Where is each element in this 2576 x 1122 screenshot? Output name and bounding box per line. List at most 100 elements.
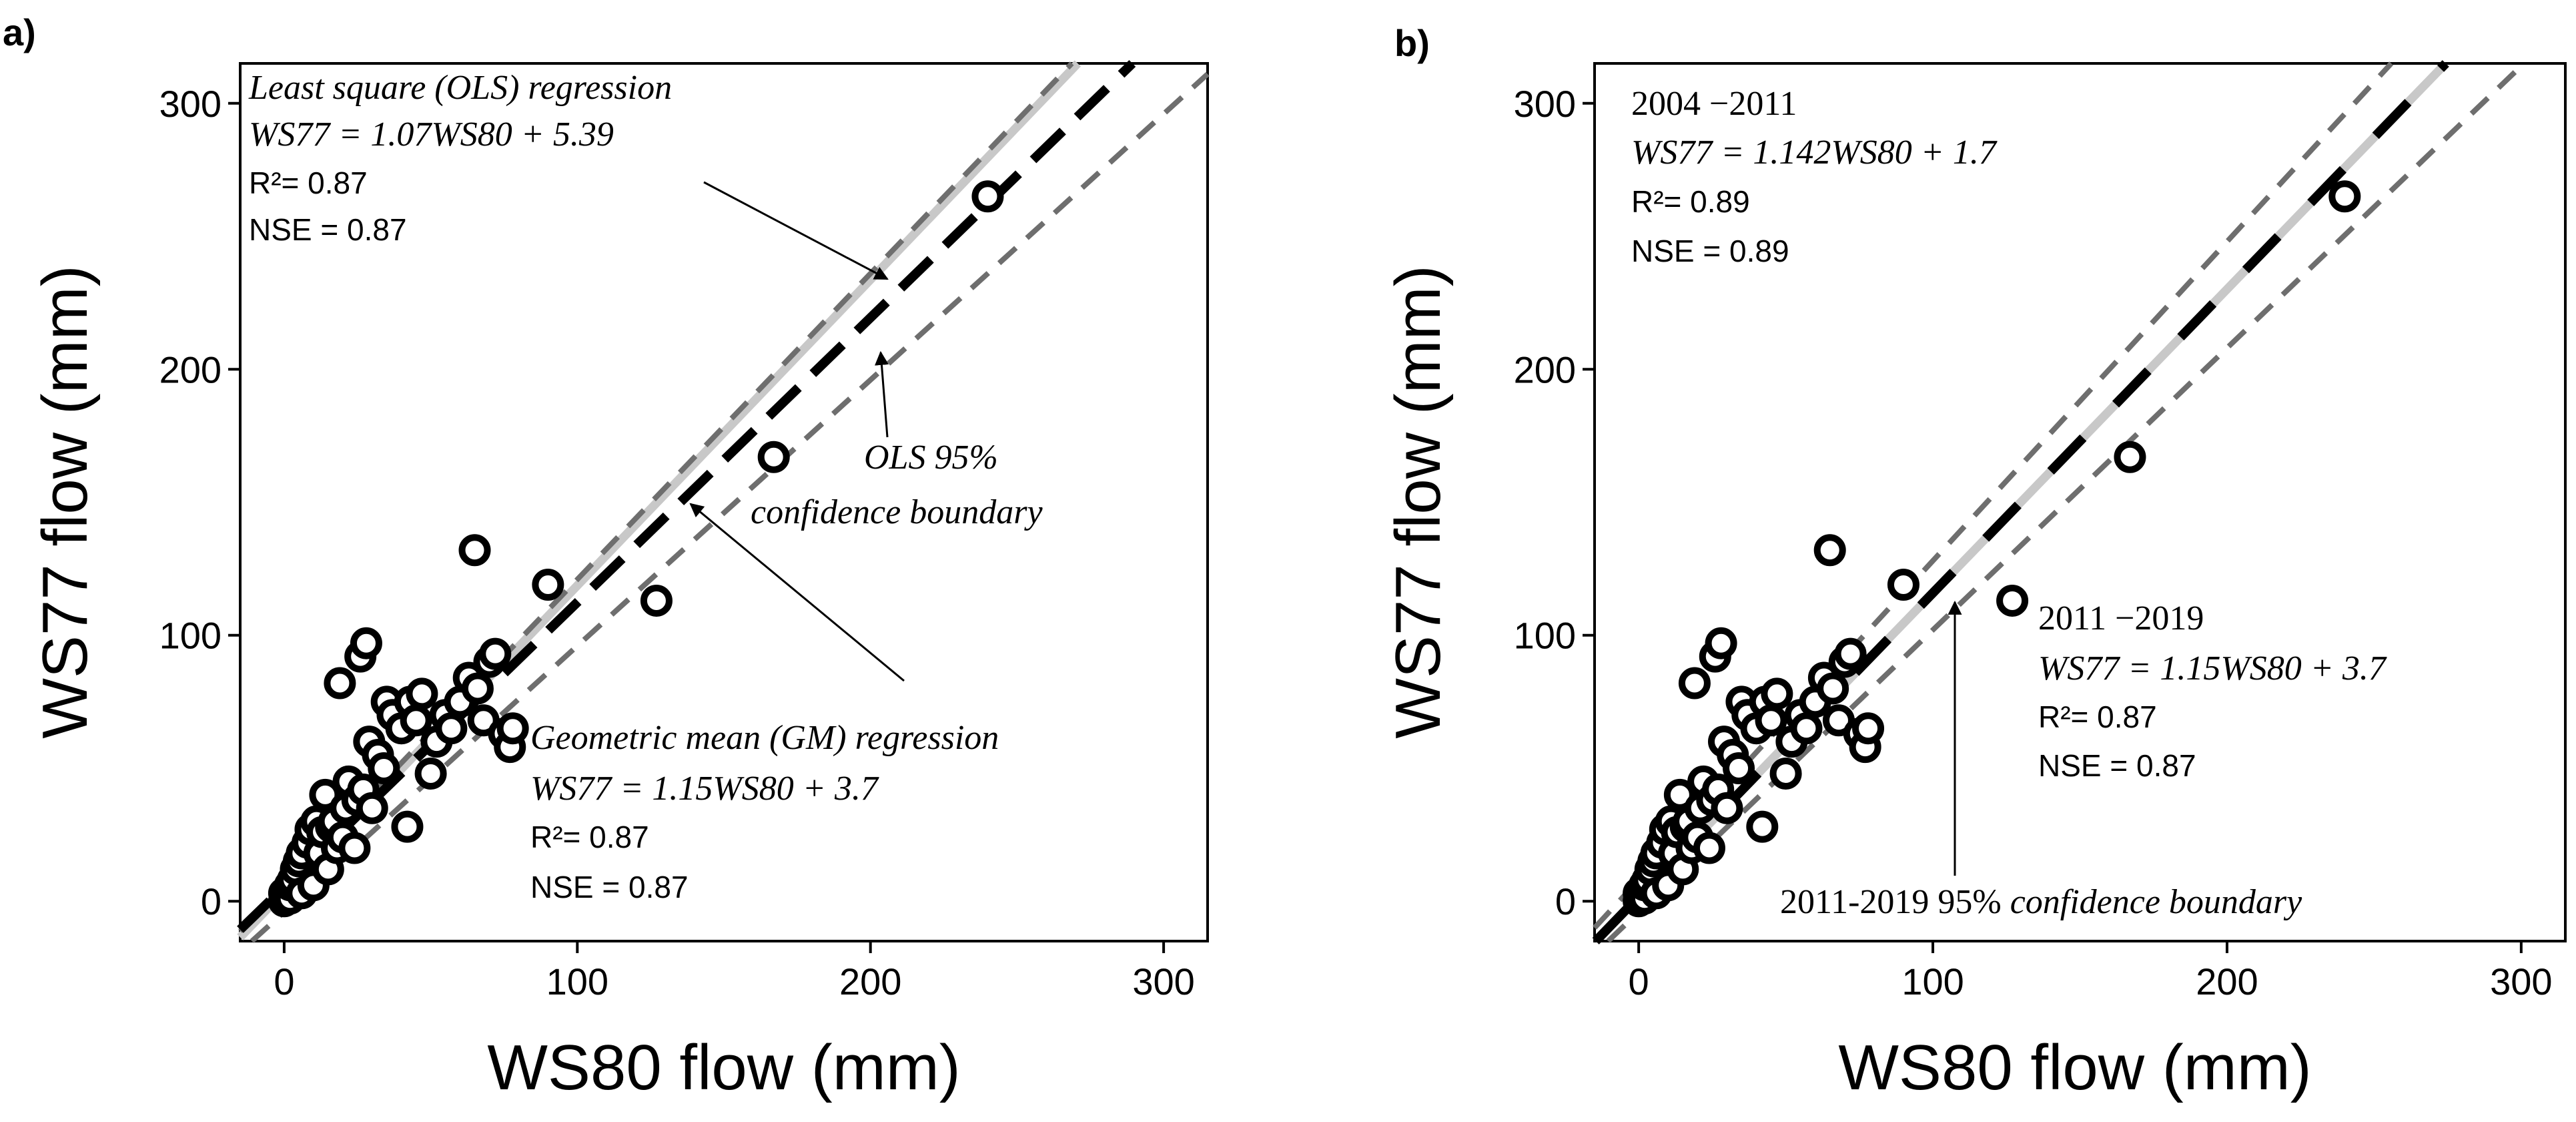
panel-a-ylabel: WS77 flow (mm) — [29, 265, 101, 738]
ci-label-b: confidence boundary — [2010, 883, 2302, 921]
b-data-point — [1887, 569, 1919, 601]
a-data-point — [324, 667, 356, 699]
a-ols-regression-line — [237, 59, 1136, 933]
gm-equation: WS77 = 1.15WS80 + 3.7 — [530, 770, 879, 808]
b-data-point — [1723, 752, 1755, 784]
b-data-point — [1705, 627, 1737, 659]
b-data-point — [1755, 704, 1787, 737]
a-data-point — [532, 569, 564, 601]
a-data-point — [971, 180, 1004, 213]
a-data-point — [414, 757, 447, 790]
panel-b-xlabel: WS80 flow (mm) — [1838, 1032, 2311, 1103]
b-xtick-label: 0 — [1629, 960, 1649, 1003]
period2-title: 2011 −2019 — [2038, 599, 2204, 637]
b-xtick-label: 100 — [1901, 960, 1964, 1003]
panel-b-frame — [1593, 62, 2567, 942]
b-data-point — [1746, 810, 1779, 843]
panel-a-points — [268, 180, 1004, 918]
gm-r2: R²= 0.87 — [530, 820, 649, 854]
b-xtick-label: 300 — [2490, 960, 2552, 1003]
b-ytick-label: 200 — [1514, 348, 1576, 390]
ci-label-a: 2011-2019 95% — [1780, 883, 2010, 921]
b-data-point — [1769, 757, 1802, 790]
panel-a: a) 0 100 200 300 0 100 200 300 WS77 flow (mm) W… — [3, 11, 1210, 1103]
a-data-point — [350, 627, 382, 659]
gm-title: Geometric mean (GM) regression — [530, 719, 999, 757]
panel-a-plot-area: 0 100 200 300 0 100 200 300 — [159, 59, 1210, 1003]
a-data-point — [479, 637, 512, 670]
period1-nse: NSE = 0.89 — [1631, 234, 1789, 268]
period2-r2: R²= 0.87 — [2038, 699, 2157, 734]
gm-arrow — [689, 503, 905, 682]
a-xtick-label: 200 — [839, 960, 901, 1003]
b-ytick-label: 0 — [1555, 880, 1576, 922]
panel-a-ols-annotation: Least square (OLS) regression WS77 = 1.0… — [248, 69, 672, 247]
ols-nse: NSE = 0.87 — [249, 212, 407, 247]
b-data-point — [1790, 712, 1823, 745]
ols-equation: WS77 = 1.07WS80 + 5.39 — [249, 115, 614, 154]
period2-nse: NSE = 0.87 — [2038, 748, 2196, 783]
panel-a-xlabel: WS80 flow (mm) — [487, 1032, 960, 1103]
a-xtick-label: 0 — [274, 960, 294, 1003]
ci-label-line2: confidence boundary — [751, 493, 1043, 531]
ols-r2: R²= 0.87 — [249, 166, 368, 200]
a-ols-95-confidence-boundary-lower-line — [250, 71, 1210, 943]
panel-a-frame — [239, 62, 1209, 942]
a-ytick-label: 0 — [201, 880, 222, 922]
b-ytick-label: 100 — [1514, 615, 1576, 657]
b-data-point — [2328, 180, 2361, 213]
a-data-point — [640, 584, 673, 617]
a-data-point — [356, 792, 388, 824]
b-data-point — [1711, 792, 1743, 824]
ci-arrow — [875, 350, 889, 438]
a-data-point — [338, 832, 371, 864]
ols-title: Least square (OLS) regression — [248, 69, 672, 107]
panel-b-label: b) — [1394, 22, 1430, 64]
a-data-point — [496, 712, 529, 745]
period1-equation: WS77 = 1.142WS80 + 1.7 — [1631, 133, 1998, 172]
panel-a-ticks: 0 100 200 300 0 100 200 300 — [159, 83, 1195, 1003]
b-2011-2019-95-confidence-boundary-lower-line — [1606, 61, 2526, 943]
period1-r2: R²= 0.89 — [1631, 184, 1750, 219]
a-xtick-label: 100 — [546, 960, 608, 1003]
panel-b-ci-label: 2011-2019 95% confidence boundary — [1780, 883, 2302, 921]
ols-arrow — [703, 181, 889, 280]
b-data-point — [2114, 441, 2146, 473]
b-data-point — [1996, 584, 2029, 617]
panel-b-period2-annotation: 2011 −2019 WS77 = 1.15WS80 + 3.7 R²= 0.8… — [2038, 599, 2387, 783]
panel-a-label: a) — [3, 11, 36, 53]
b-ytick-label: 300 — [1514, 83, 1576, 125]
b-data-point — [1678, 667, 1711, 699]
a-data-point — [391, 810, 424, 843]
a-data-point — [461, 672, 494, 705]
b-data-point — [1817, 672, 1849, 705]
panel-b-plot-area: 0 100 200 300 0 100 200 300 — [1514, 60, 2567, 1003]
a-ytick-label: 100 — [159, 615, 222, 657]
b-data-point — [1852, 712, 1885, 745]
b-xtick-label: 200 — [2196, 960, 2258, 1003]
period2-equation: WS77 = 1.15WS80 + 3.7 — [2038, 649, 2387, 687]
period1-title: 2004 −2011 — [1631, 85, 1797, 123]
gm-nse: NSE = 0.87 — [530, 870, 689, 904]
ci-label-line1: OLS 95% — [864, 439, 998, 477]
panel-b: b) 0 100 200 300 0 100 200 300 WS77 flow (mm) W… — [1382, 22, 2567, 1103]
b-2004-2011-regression-line — [1592, 60, 2449, 944]
a-data-point — [435, 712, 468, 745]
panel-a-arrows — [689, 181, 905, 682]
a-xtick-label: 300 — [1132, 960, 1194, 1003]
a-data-point — [406, 677, 438, 710]
a-data-point — [368, 752, 400, 784]
b-data-point — [1834, 637, 1867, 670]
panel-a-ci-annotation: OLS 95% confidence boundary — [751, 439, 1043, 531]
b-data-point — [1813, 534, 1846, 567]
a-ytick-label: 300 — [159, 83, 222, 125]
a-data-point — [400, 704, 432, 737]
panel-b-ticks: 0 100 200 300 0 100 200 300 — [1514, 83, 2553, 1003]
panel-b-points — [1623, 180, 2361, 918]
panel-b-ylabel: WS77 flow (mm) — [1382, 265, 1454, 738]
a-ytick-label: 200 — [159, 348, 222, 390]
a-data-point — [458, 534, 491, 567]
a-data-point — [757, 441, 790, 473]
b-data-point — [1761, 677, 1793, 710]
